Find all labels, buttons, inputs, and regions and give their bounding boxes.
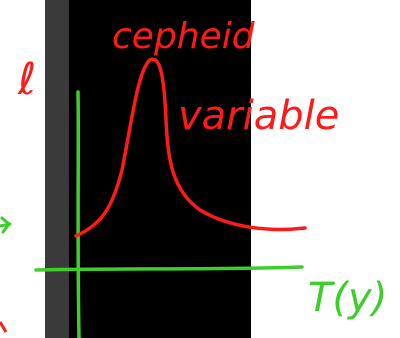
- page: {"labels": {"title_line1": "cepheid", "t…: [0, 0, 400, 338]
- y-axis-line: [78, 92, 79, 338]
- whiteboard: cepheid variable ℓ T(y): [0, 0, 400, 338]
- title-line-2: variable: [178, 93, 339, 139]
- y-axis-label: ℓ: [17, 54, 36, 105]
- x-axis-label: T(y): [308, 275, 387, 321]
- title-line-1: cepheid: [112, 16, 256, 57]
- gray-strip: [45, 0, 69, 338]
